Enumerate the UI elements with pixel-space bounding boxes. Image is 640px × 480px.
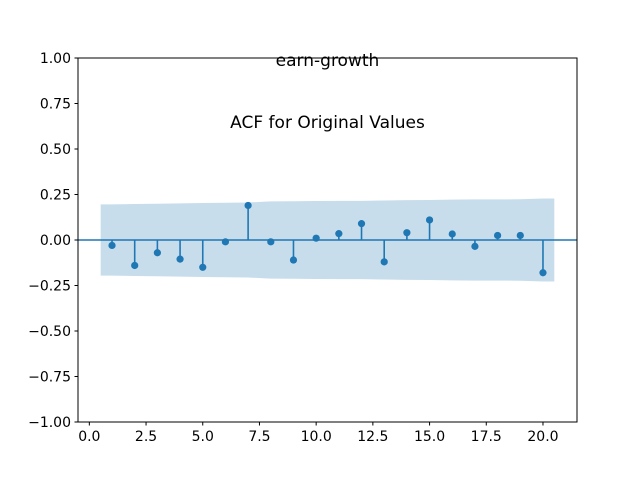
- acf-marker: [425, 216, 434, 224]
- acf-marker: [153, 249, 161, 257]
- acf-marker: [199, 263, 207, 271]
- chart-title-line1: earn-growth: [275, 51, 380, 71]
- y-tick-label: −0.25: [28, 279, 71, 295]
- chart-title-line2: ACF for Original Values: [230, 112, 425, 133]
- x-tick-label: 15.0: [414, 429, 445, 445]
- acf-marker: [221, 238, 230, 246]
- x-tick-label: 5.0: [192, 429, 214, 445]
- acf-marker: [357, 220, 366, 228]
- x-tick-label: 0.0: [78, 429, 100, 445]
- acf-marker: [380, 258, 388, 266]
- y-tick-label: −0.75: [28, 370, 71, 386]
- y-tick-label: 0.25: [40, 188, 71, 204]
- x-tick-label: 10.0: [301, 429, 332, 445]
- acf-marker: [516, 231, 524, 240]
- x-tick-label: 2.5: [135, 429, 157, 445]
- y-tick-label: 0.75: [40, 97, 71, 113]
- x-tick-label: 12.5: [357, 429, 388, 445]
- acf-marker: [448, 230, 456, 238]
- acf-marker: [494, 231, 502, 240]
- acf-marker: [108, 241, 116, 250]
- x-tick-label: 7.5: [248, 429, 270, 445]
- acf-marker: [176, 255, 184, 263]
- y-tick-label: −0.50: [28, 324, 71, 340]
- x-tick-label: 17.5: [471, 429, 502, 445]
- acf-marker: [335, 230, 343, 238]
- acf-marker: [289, 256, 298, 264]
- acf-marker: [267, 238, 275, 246]
- acf-marker: [131, 261, 139, 270]
- acf-marker: [403, 229, 411, 237]
- acf-marker: [539, 269, 547, 277]
- acf-marker: [471, 242, 479, 250]
- x-tick-label: 20.0: [527, 429, 558, 445]
- y-tick-label: 1.00: [40, 51, 71, 67]
- acf-marker: [312, 234, 320, 242]
- y-tick-label: 0.00: [40, 233, 71, 249]
- y-tick-label: 0.50: [40, 142, 71, 158]
- chart-title: earn-growth ACF for Original Values: [78, 10, 577, 174]
- y-tick-label: −1.00: [28, 415, 71, 431]
- acf-marker: [244, 201, 252, 210]
